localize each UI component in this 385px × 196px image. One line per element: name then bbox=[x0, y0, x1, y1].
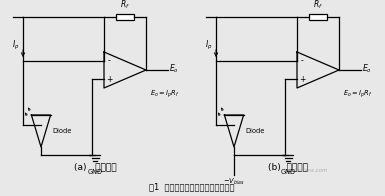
Text: $R_f$: $R_f$ bbox=[120, 0, 130, 11]
Text: $E_o=I_pR_f$: $E_o=I_pR_f$ bbox=[150, 88, 179, 100]
Text: +: + bbox=[299, 74, 305, 83]
Text: $E_o$: $E_o$ bbox=[169, 63, 179, 75]
Text: 图1  光电二极管的两种基本放大电路: 图1 光电二极管的两种基本放大电路 bbox=[149, 182, 235, 191]
Text: $E_o=I_pR_f$: $E_o=I_pR_f$ bbox=[343, 88, 372, 100]
Text: $I_p$: $I_p$ bbox=[204, 38, 212, 52]
Text: $I_p$: $I_p$ bbox=[12, 38, 19, 52]
Bar bbox=[116, 14, 134, 20]
Text: GND: GND bbox=[87, 169, 102, 175]
Text: -: - bbox=[301, 56, 303, 65]
Text: elecfans.com: elecfans.com bbox=[292, 168, 328, 172]
Text: -: - bbox=[108, 56, 110, 65]
Text: $-V_{bias}$: $-V_{bias}$ bbox=[223, 177, 245, 187]
Text: GND: GND bbox=[281, 169, 296, 175]
Text: +: + bbox=[106, 74, 112, 83]
Text: $E_o$: $E_o$ bbox=[362, 63, 372, 75]
Text: $R_f$: $R_f$ bbox=[313, 0, 323, 11]
Text: (b)  光导模式: (b) 光导模式 bbox=[268, 162, 308, 171]
Text: Diode: Diode bbox=[53, 128, 72, 134]
Text: (a)   光伏模式: (a) 光伏模式 bbox=[74, 162, 116, 171]
Text: Diode: Diode bbox=[246, 128, 265, 134]
Bar bbox=[308, 14, 328, 20]
